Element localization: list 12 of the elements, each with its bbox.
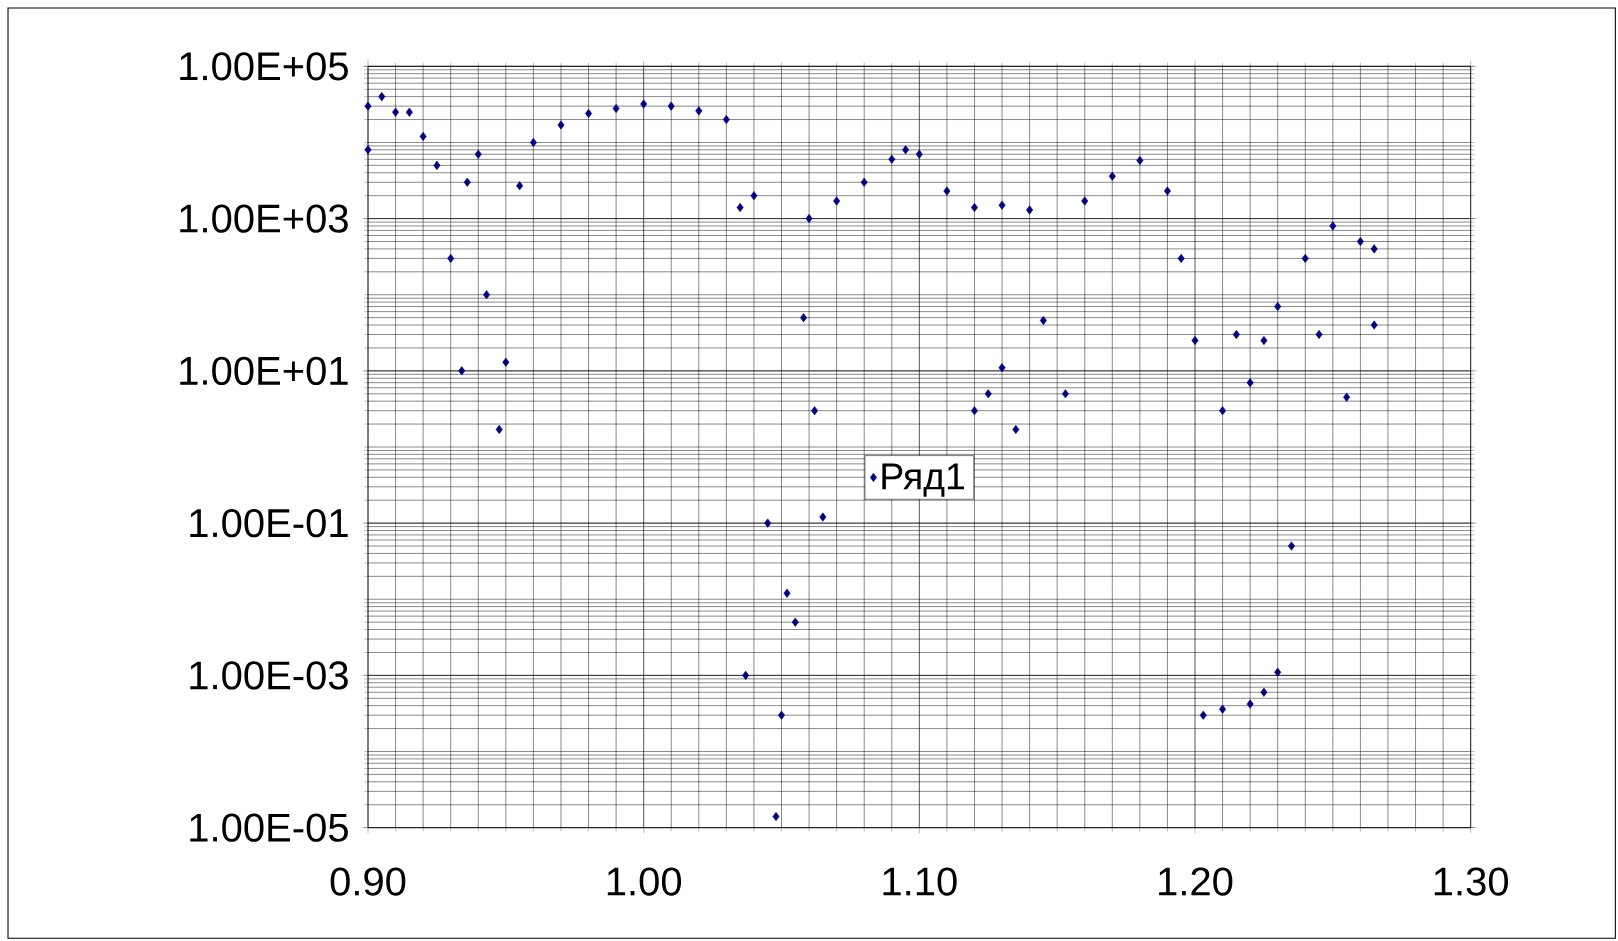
x-tick-label: 1.00 [607, 867, 682, 896]
legend-label: Ряд1 [882, 463, 964, 497]
x-tick-label: 1.10 [883, 867, 957, 896]
y-tick-label: 1.00E+05 [180, 52, 348, 81]
x-tick-label: 0.90 [330, 867, 406, 896]
y-tick-label: 1.00E-05 [190, 813, 348, 842]
x-tick-label: 1.20 [1159, 867, 1233, 896]
y-tick-label: 1.00E+03 [180, 204, 348, 233]
y-tick-label: 1.00E-01 [190, 508, 348, 538]
y-tick-label: 1.00E+01 [180, 356, 348, 386]
x-tick-label: 1.30 [1434, 867, 1509, 896]
y-tick-label: 1.00E-03 [190, 661, 348, 690]
